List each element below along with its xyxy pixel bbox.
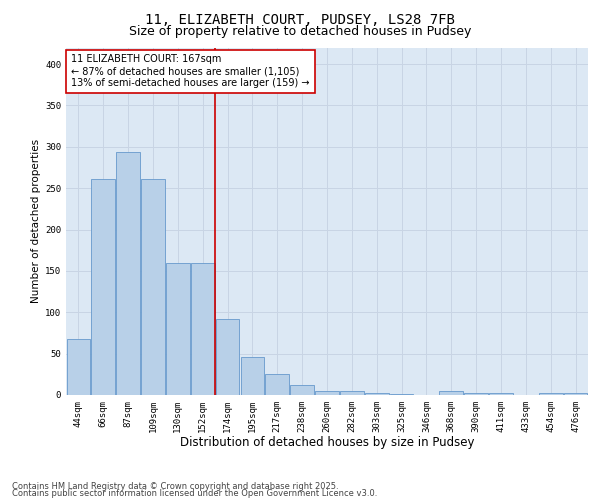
Text: 11 ELIZABETH COURT: 167sqm
← 87% of detached houses are smaller (1,105)
13% of s: 11 ELIZABETH COURT: 167sqm ← 87% of deta… [71,54,310,88]
Bar [464,394,488,395]
Y-axis label: Number of detached properties: Number of detached properties [31,139,41,304]
Bar [539,394,563,395]
Bar [340,391,364,395]
Bar [91,179,115,395]
Bar [166,262,190,395]
Text: Size of property relative to detached houses in Pudsey: Size of property relative to detached ho… [129,25,471,38]
Bar [365,394,389,395]
Bar [141,179,165,395]
Bar [191,262,215,395]
Bar [67,338,90,395]
Text: 11, ELIZABETH COURT, PUDSEY, LS28 7FB: 11, ELIZABETH COURT, PUDSEY, LS28 7FB [145,12,455,26]
Bar [241,357,264,395]
Bar [489,394,513,395]
Bar [390,394,413,395]
Bar [439,391,463,395]
Text: Contains HM Land Registry data © Crown copyright and database right 2025.: Contains HM Land Registry data © Crown c… [12,482,338,491]
Bar [290,385,314,395]
X-axis label: Distribution of detached houses by size in Pudsey: Distribution of detached houses by size … [180,436,474,450]
Bar [265,374,289,395]
Bar [216,319,239,395]
Bar [315,391,339,395]
Bar [564,394,587,395]
Text: Contains public sector information licensed under the Open Government Licence v3: Contains public sector information licen… [12,489,377,498]
Bar [116,152,140,395]
